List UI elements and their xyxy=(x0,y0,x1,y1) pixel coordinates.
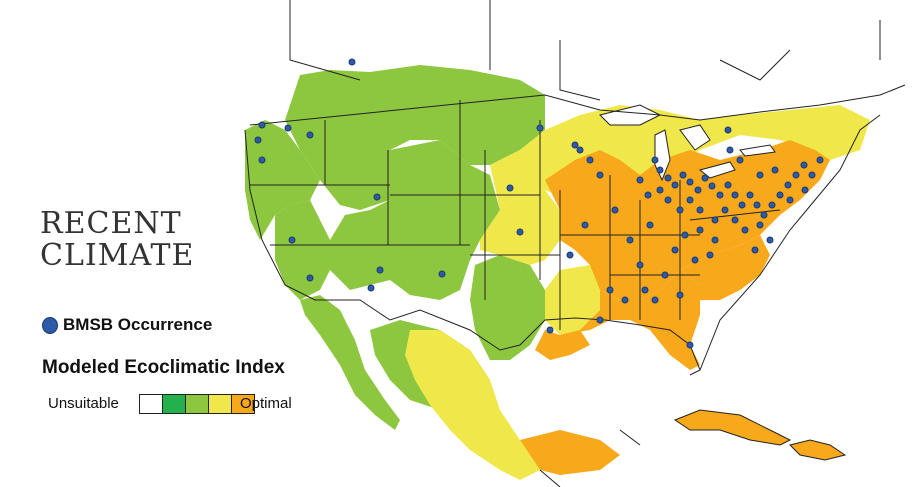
legend-swatch xyxy=(163,395,186,413)
legend-swatch xyxy=(209,395,232,413)
legend-swatch xyxy=(232,395,254,413)
legend-swatch xyxy=(140,395,163,413)
great-lakes xyxy=(599,104,776,182)
caribbean-outline xyxy=(673,409,847,461)
map-title-line-2: CLIMATE xyxy=(40,238,195,273)
borders xyxy=(244,0,906,487)
occurrence-legend-dot xyxy=(42,317,58,334)
index-legend-max-label: Optimal xyxy=(240,395,292,412)
occurrence-legend-label: BMSB Occurrence xyxy=(63,315,213,334)
legend-swatch xyxy=(186,395,209,413)
index-legend-title: Modeled Ecoclimatic Index xyxy=(42,357,285,378)
map-title-line-1: RECENT xyxy=(40,206,182,241)
bmsb-occurrence-points xyxy=(254,58,824,349)
index-legend-min-label: Unsuitable xyxy=(48,395,119,412)
optimal-suitability-regions xyxy=(520,140,845,475)
index-legend-color-scale xyxy=(139,394,255,414)
